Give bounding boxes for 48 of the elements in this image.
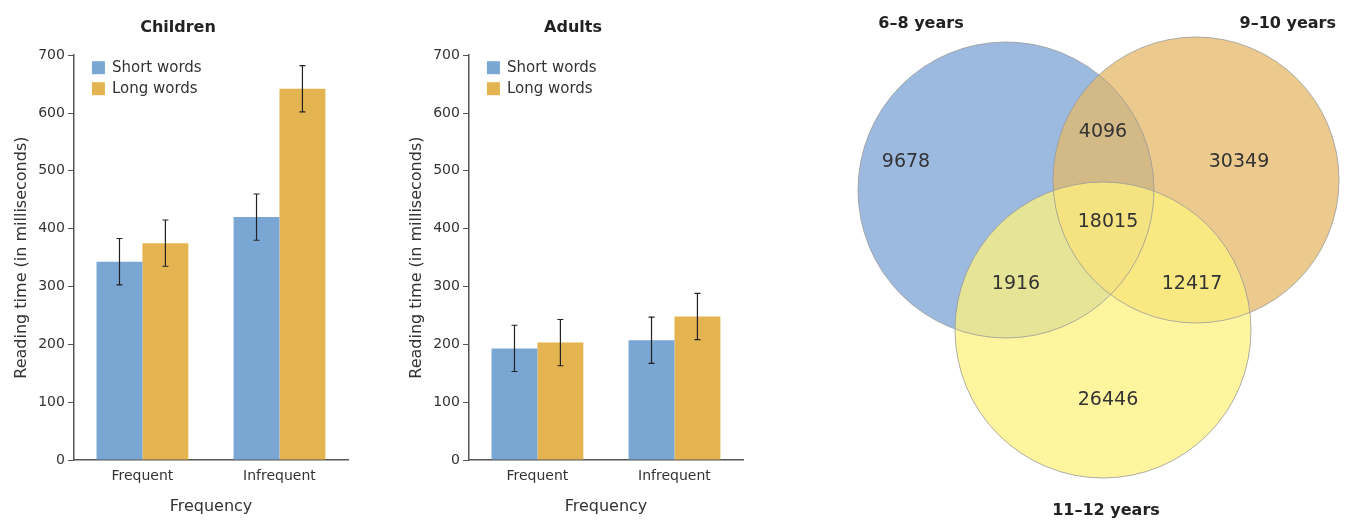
y-tick-label: 400 [433, 219, 460, 236]
bar [279, 88, 326, 460]
bar [674, 316, 721, 460]
y-tick-label: 300 [433, 277, 460, 294]
bar [628, 340, 675, 460]
data-label: 26446 [1077, 386, 1139, 409]
bar [537, 342, 584, 460]
chart-title: Adults [544, 16, 602, 36]
y-tick-label: 100 [38, 392, 65, 409]
bar [96, 261, 143, 460]
legend-label: Long words [506, 79, 593, 98]
x-axis-title: Frequency [169, 495, 253, 515]
y-tick-label: 200 [433, 334, 460, 351]
y-tick-label: 400 [38, 219, 65, 236]
category-label: 11–12 years [1052, 500, 1160, 520]
text: 1916 [991, 270, 1041, 293]
category-label: 9–10 years [1239, 13, 1336, 33]
y-tick-label: 100 [433, 392, 460, 409]
y-tick-label: 300 [38, 277, 65, 294]
y-tick-label: 700 [433, 45, 460, 62]
x-tick-label: Infrequent [638, 467, 712, 484]
y-tick-label: 0 [451, 450, 460, 467]
text: 18015 [1077, 208, 1139, 231]
legend-label: Short words [506, 58, 597, 77]
text: 12417 [1161, 270, 1223, 293]
y-tick-label: 500 [433, 161, 460, 178]
bar [142, 243, 189, 460]
x-tick-label: Infrequent [243, 467, 317, 484]
y-tick-label: 600 [38, 103, 65, 120]
legend-label: Short words [111, 58, 202, 77]
y-tick-label: 200 [38, 334, 65, 351]
x-tick-label: Frequent [111, 467, 174, 484]
y-axis-title: Reading time (in milliseconds) [405, 136, 425, 379]
x-axis-title: Frequency [564, 495, 648, 515]
y-tick-label: 500 [38, 161, 65, 178]
y-tick-label: 700 [38, 45, 65, 62]
x-tick-label: Frequent [506, 467, 569, 484]
data-label: 30349 [1208, 148, 1270, 171]
data-label: 9678 [881, 148, 931, 171]
chart-title: Children [140, 16, 216, 36]
category-label: 6–8 years [878, 13, 964, 33]
bar [233, 217, 280, 460]
y-tick-label: 0 [56, 450, 65, 467]
text: 4096 [1078, 118, 1128, 141]
legend-label: Long words [111, 79, 198, 98]
y-axis-title: Reading time (in milliseconds) [10, 136, 30, 379]
bar [491, 348, 538, 460]
y-tick-label: 600 [433, 103, 460, 120]
